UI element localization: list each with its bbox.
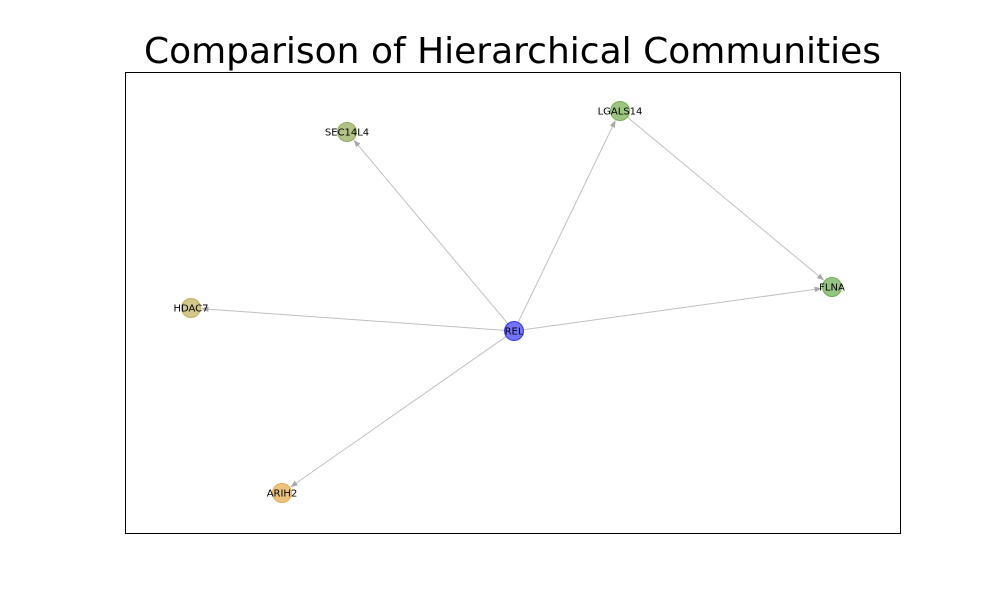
edge-rel-lgals14	[517, 120, 616, 323]
node-arih2	[272, 483, 292, 503]
node-label-rel: REL	[505, 327, 524, 338]
node-rel	[504, 321, 524, 341]
chart-title: Comparison of Hierarchical Communities	[143, 31, 882, 72]
node-lgals14	[610, 101, 630, 121]
nodes-layer	[181, 101, 842, 503]
node-label-sec14l4: SEC14L4	[325, 128, 369, 139]
node-label-lgals14: LGALS14	[598, 107, 643, 118]
edges-layer	[201, 116, 825, 488]
edge-rel-flna	[523, 286, 822, 331]
edge-rel-arih2	[290, 336, 507, 488]
node-label-hdac7: HDAC7	[173, 304, 208, 315]
labels-layer: REL SEC14L4 LGALS14 FLNA HDAC7 ARIH2	[173, 107, 845, 500]
node-label-arih2: ARIH2	[267, 489, 298, 500]
node-hdac7	[181, 298, 201, 318]
node-flna	[822, 277, 842, 297]
edge-rel-hdac7	[201, 306, 505, 331]
edge-rel-sec14l4	[353, 139, 509, 325]
edge-lgals14-flna	[626, 116, 825, 281]
node-sec14l4	[337, 122, 357, 142]
plot-frame	[125, 72, 901, 534]
node-label-flna: FLNA	[819, 283, 845, 294]
